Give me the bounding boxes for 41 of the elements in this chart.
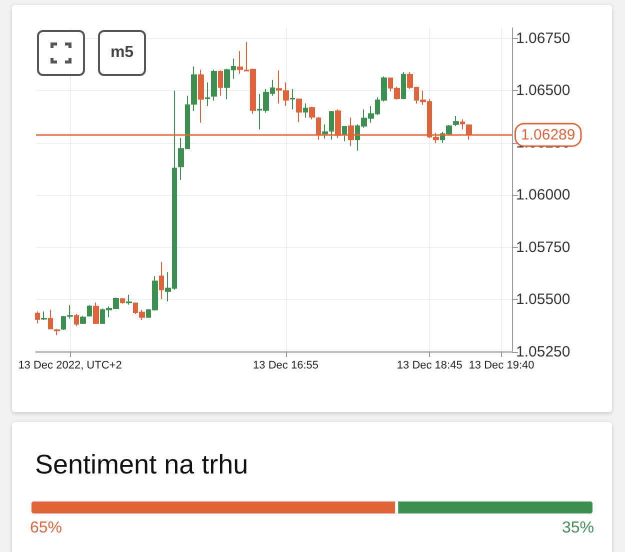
- candlestick: [93, 302, 99, 324]
- candlestick: [35, 310, 40, 324]
- candlestick: [303, 102, 308, 118]
- y-tick-label: 1.06000: [516, 186, 570, 204]
- candlestick: [460, 118, 465, 130]
- candlestick: [191, 66, 197, 112]
- candlestick: [48, 309, 53, 330]
- x-tick-label: 13 Dec 2022, UTC+2: [18, 360, 122, 372]
- candlestick: [159, 261, 164, 300]
- candlestick: [342, 126, 347, 142]
- ref-line-label: 1.06289: [521, 126, 576, 144]
- candlestick: [205, 82, 210, 106]
- candlestick: [453, 116, 459, 127]
- data-label: 65%: [30, 520, 62, 536]
- chart-title: Sentiment na trhu: [35, 450, 248, 480]
- candlestick: [120, 298, 125, 304]
- x-tick-label: 13 Dec 18:45: [396, 360, 462, 372]
- y-tick-label: 1.05500: [516, 291, 570, 308]
- candlestick: [401, 72, 406, 100]
- data-label: 35%: [562, 520, 594, 536]
- y-tick-label: 1.06500: [516, 82, 570, 100]
- y-tick-label: 1.06750: [516, 30, 570, 47]
- candlestick: [322, 124, 328, 140]
- candlestick: [74, 313, 79, 327]
- candlestick: [54, 328, 60, 336]
- candlestick: [218, 70, 223, 96]
- x-tick-label: 13 Dec 16:55: [253, 360, 318, 372]
- candlestick: [296, 98, 302, 123]
- candlestick: [126, 294, 132, 306]
- annotation: m5: [98, 30, 146, 76]
- candlestick: [329, 110, 334, 140]
- candlestick: [211, 69, 217, 102]
- candlestick: [198, 69, 204, 124]
- y-tick-label: 1.05250: [516, 344, 570, 360]
- candlestick: [41, 310, 47, 321]
- y-tick-label: 1.05750: [516, 238, 570, 256]
- candlestick: [87, 304, 92, 318]
- candlestick: [290, 88, 295, 110]
- candlestick: [80, 315, 86, 324]
- candlestick: [309, 106, 315, 120]
- x-tick-label: 13 Dec 19:40: [468, 360, 534, 372]
